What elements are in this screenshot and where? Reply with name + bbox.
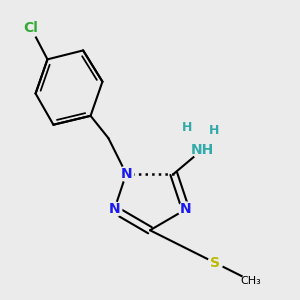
Circle shape [178, 202, 193, 217]
Text: N: N [180, 202, 191, 216]
Circle shape [208, 125, 219, 136]
Circle shape [182, 122, 193, 133]
Text: CH₃: CH₃ [241, 276, 261, 286]
Circle shape [242, 272, 260, 290]
Circle shape [193, 140, 211, 160]
Text: H: H [209, 124, 219, 137]
Text: H: H [182, 121, 192, 134]
Text: N: N [109, 202, 120, 216]
Circle shape [119, 166, 134, 181]
Text: Cl: Cl [24, 21, 38, 35]
Circle shape [107, 202, 122, 217]
Text: S: S [210, 256, 220, 270]
Text: NH: NH [190, 143, 214, 157]
Circle shape [22, 19, 40, 37]
Circle shape [208, 256, 223, 270]
Text: N: N [120, 167, 132, 181]
